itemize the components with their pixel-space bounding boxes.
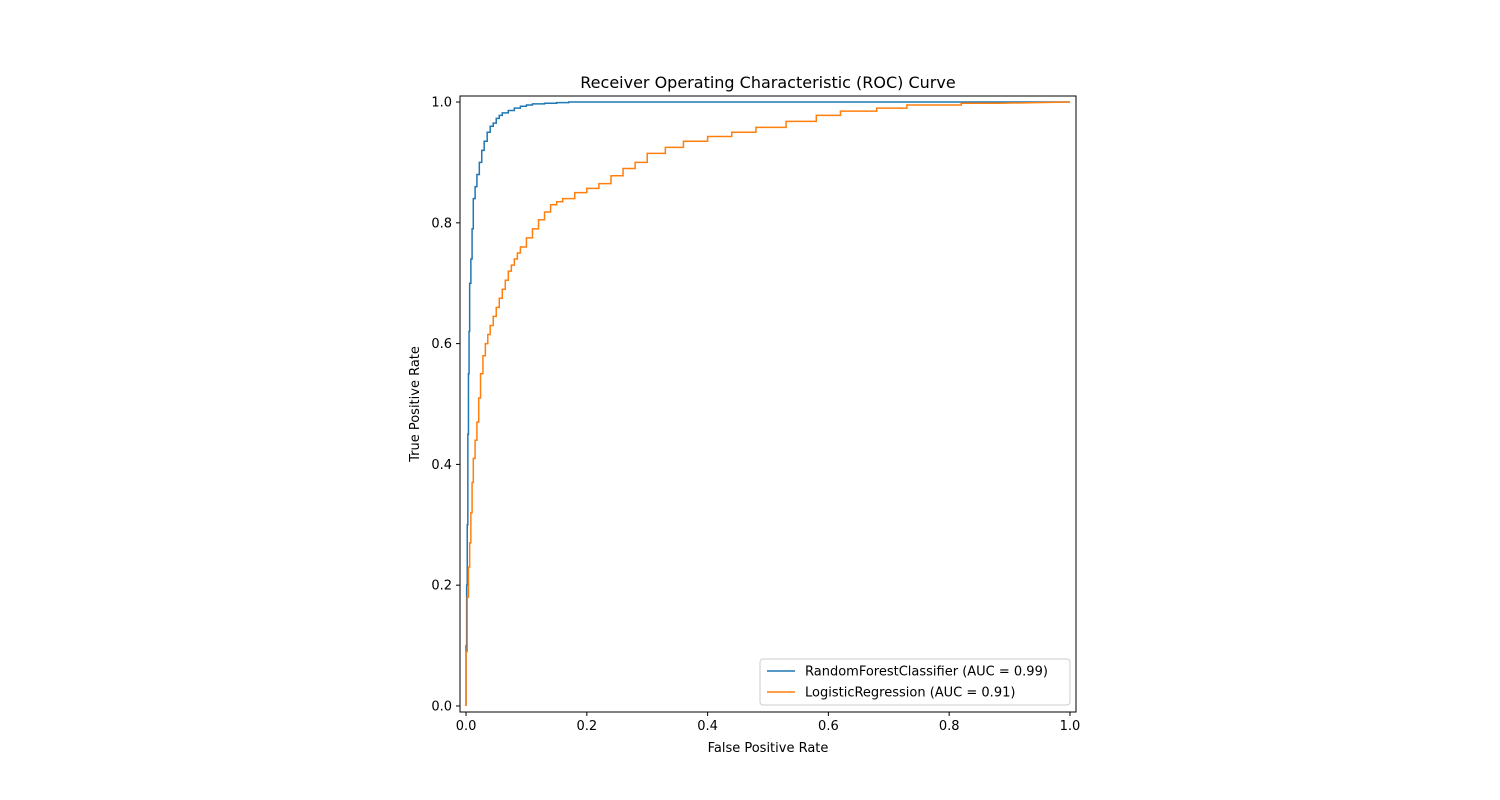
legend-label-1: LogisticRegression (AUC = 0.91) bbox=[805, 686, 1015, 701]
chart-title: Receiver Operating Characteristic (ROC) … bbox=[580, 73, 955, 92]
series-line-0 bbox=[465, 101, 1070, 706]
x-tick-label: 0.4 bbox=[697, 719, 718, 734]
legend-label-0: RandomForestClassifier (AUC = 0.99) bbox=[805, 665, 1048, 680]
y-axis-label: True Positive Rate bbox=[408, 346, 423, 463]
x-tick-label: 1.0 bbox=[1060, 719, 1081, 734]
x-tick-label: 0.0 bbox=[456, 719, 477, 734]
x-tick-label: 0.6 bbox=[818, 719, 839, 734]
plot-series bbox=[465, 101, 1070, 706]
y-tick-label: 0.2 bbox=[431, 579, 452, 594]
y-tick-label: 1.0 bbox=[431, 96, 452, 111]
series-line-1 bbox=[465, 101, 1070, 706]
y-tick-label: 0.8 bbox=[431, 216, 452, 231]
x-axis-label: False Positive Rate bbox=[708, 741, 829, 756]
x-tick-label: 0.8 bbox=[939, 719, 960, 734]
y-tick-label: 0.4 bbox=[431, 458, 452, 473]
legend-box bbox=[759, 658, 1071, 706]
y-axis-ticks: 0.0 0.2 0.4 0.6 0.8 1.0 bbox=[431, 96, 460, 714]
y-tick-label: 0.0 bbox=[431, 699, 452, 714]
x-tick-label: 0.2 bbox=[576, 719, 597, 734]
plot-frame bbox=[459, 95, 1077, 713]
x-axis-ticks: 0.0 0.2 0.4 0.6 0.8 1.0 bbox=[456, 712, 1081, 734]
legend: RandomForestClassifier (AUC = 0.99) Logis… bbox=[759, 658, 1071, 706]
y-tick-label: 0.6 bbox=[431, 337, 452, 352]
